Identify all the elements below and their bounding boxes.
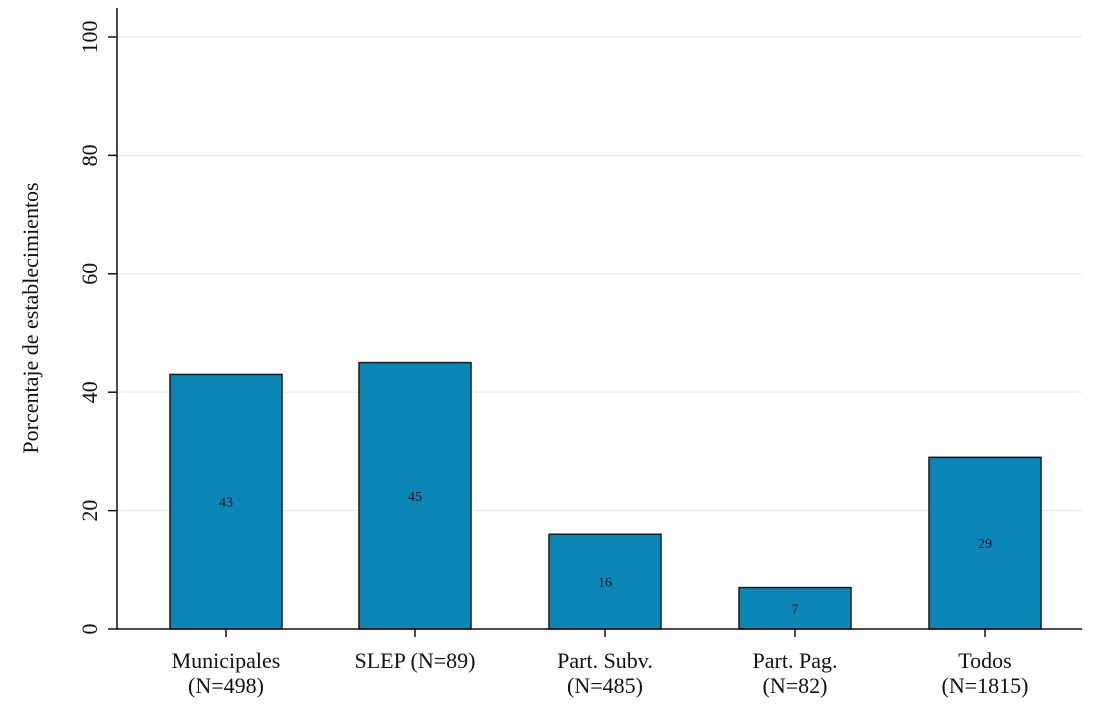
x-category-label: (N=1815) — [942, 673, 1029, 698]
bar — [169, 373, 283, 630]
y-axis-title: Porcentaje de establecimientos — [18, 182, 43, 453]
bar — [928, 456, 1042, 630]
bar — [738, 586, 852, 630]
y-tick-label: 0 — [77, 624, 102, 635]
x-category-label: Part. Subv. — [557, 648, 653, 673]
y-tick-label: 40 — [77, 381, 102, 403]
bar-value-label: 45 — [408, 490, 422, 505]
bar-value-label: 29 — [978, 537, 992, 552]
x-category-label: Municipales — [172, 648, 281, 673]
bar — [548, 533, 662, 630]
x-category-label: Todos — [958, 648, 1011, 673]
y-tick-label: 20 — [77, 500, 102, 522]
x-category-label: SLEP (N=89) — [355, 648, 476, 673]
bar-value-label: 43 — [219, 496, 233, 511]
x-category-label: (N=485) — [567, 673, 643, 698]
y-tick-label: 60 — [77, 263, 102, 285]
axes — [116, 8, 1082, 630]
bar-value-label: 7 — [792, 602, 799, 617]
x-category-label: (N=498) — [188, 673, 264, 698]
x-category-label: Part. Pag. — [753, 648, 838, 673]
bar-value-label: 16 — [598, 576, 612, 591]
y-ticks: 0 20 40 60 80 100 — [77, 21, 117, 635]
x-category-labels: Municipales(N=498) SLEP (N=89) Part. Subv.… — [172, 629, 1029, 698]
x-category-label: (N=82) — [763, 673, 828, 698]
y-tick-label: 80 — [77, 144, 102, 166]
y-tick-label: 100 — [77, 21, 102, 54]
bars: 43 45 16 7 29 — [169, 361, 1042, 630]
